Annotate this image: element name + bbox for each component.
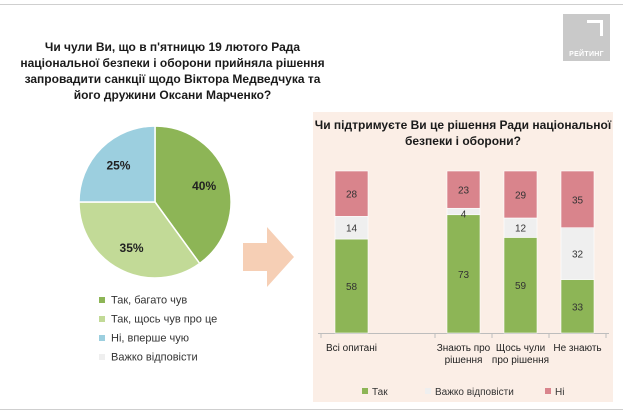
pie-legend-label: Так, багато чув bbox=[111, 295, 187, 307]
pie-legend-label: Важко відповісти bbox=[111, 352, 198, 364]
pie-legend-swatch bbox=[99, 297, 105, 303]
bottom-rule bbox=[0, 409, 623, 410]
pie-legend-swatch bbox=[99, 335, 105, 341]
pie-slice-label: 25% bbox=[106, 158, 130, 172]
pie-legend-swatch bbox=[99, 354, 105, 360]
pie-legend-label: Так, щось чув про це bbox=[111, 314, 217, 326]
logo-text: РЕЙТИНГ bbox=[569, 51, 604, 58]
pie-question-title: Чи чули Ви, що в п'ятницю 19 лютого Рада… bbox=[20, 40, 325, 102]
pie-slice-label: 35% bbox=[120, 241, 144, 255]
pie-legend-swatch bbox=[99, 316, 105, 322]
support-chart-panel bbox=[313, 112, 613, 402]
pie-slice bbox=[154, 125, 232, 265]
pie-slice-label: 40% bbox=[192, 179, 216, 193]
bar-question-title: Чи підтримуєте Ви це рішення Ради націон… bbox=[314, 118, 612, 148]
top-rule bbox=[0, 4, 623, 5]
pie-slice bbox=[78, 201, 201, 279]
pie-legend-label: Ні, вперше чую bbox=[111, 333, 189, 345]
rating-logo: РЕЙТИНГ bbox=[563, 14, 610, 61]
logo-mark-icon bbox=[587, 20, 603, 36]
pie-slice bbox=[78, 125, 156, 203]
arrow-right-icon bbox=[243, 227, 294, 287]
